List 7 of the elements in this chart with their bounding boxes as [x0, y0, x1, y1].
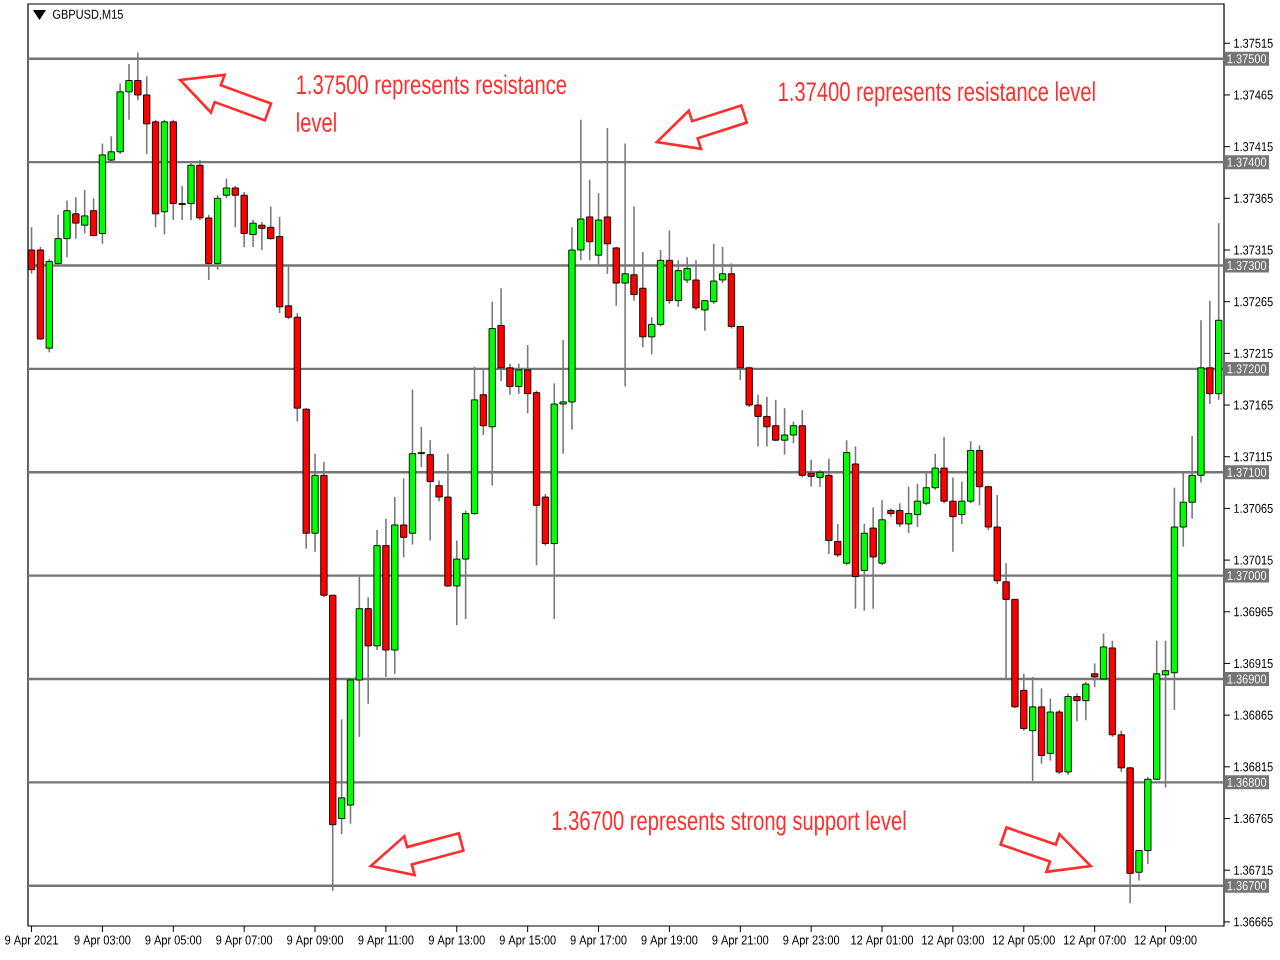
annotation: 1.36700 represents strong support level: [552, 810, 906, 836]
candlestick: [904, 485, 913, 535]
annotation: 1.37500 represents resistance level: [297, 74, 567, 132]
candlestick: [222, 177, 231, 200]
annotation: 1.37400 represents resistance level: [779, 81, 1095, 107]
candlestick: [913, 482, 922, 528]
candlestick: [780, 407, 789, 456]
